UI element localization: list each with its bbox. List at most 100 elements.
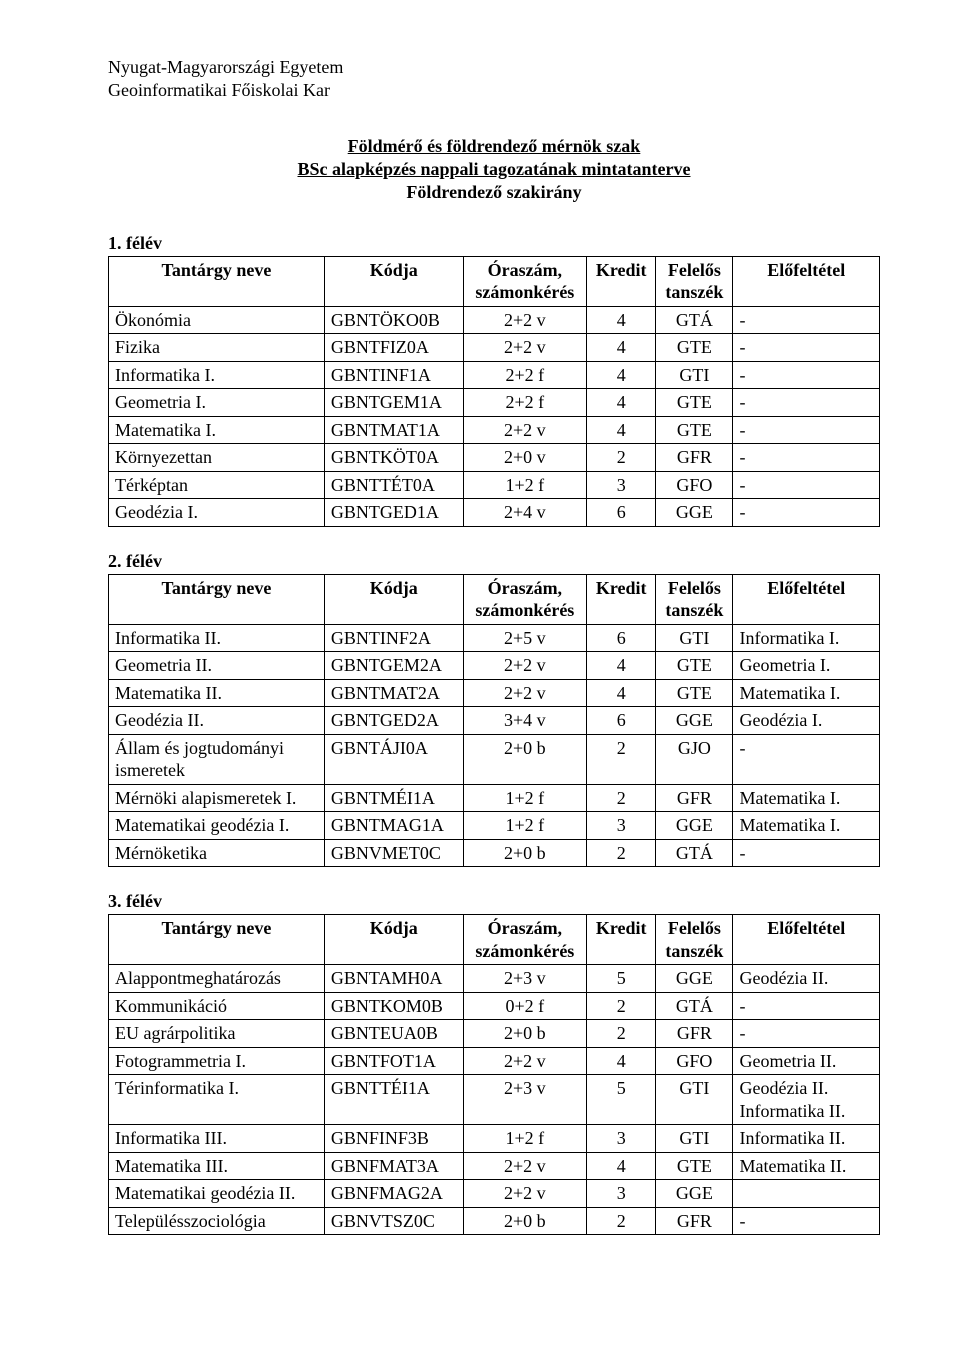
curriculum-table: Tantárgy neveKódjaÓraszám, számonkérésKr… <box>108 914 880 1235</box>
table-cell: 5 <box>587 965 656 993</box>
table-cell: GBNFMAG2A <box>324 1180 463 1208</box>
table-cell: 5 <box>587 1075 656 1125</box>
table-cell: GBNTINF1A <box>324 361 463 389</box>
document-title-block: Földmérő és földrendező mérnök szak BSc … <box>108 135 880 203</box>
table-row: FizikaGBNTFIZ0A2+2 v4GTE- <box>109 334 880 362</box>
table-cell: 2 <box>587 839 656 867</box>
table-cell: 2+4 v <box>463 499 586 527</box>
table-cell: - <box>733 306 880 334</box>
table-cell: GTE <box>656 1152 733 1180</box>
curriculum-table: Tantárgy neveKódjaÓraszám, számonkérésKr… <box>108 574 880 868</box>
table-cell: Geodézia II. <box>733 965 880 993</box>
table-cell: 1+2 f <box>463 471 586 499</box>
table-cell: GBNTFOT1A <box>324 1047 463 1075</box>
table-row: ÖkonómiaGBNTÖKO0B2+2 v4GTÁ- <box>109 306 880 334</box>
table-row: KörnyezettanGBNTKÖT0A2+0 v2GFR- <box>109 444 880 472</box>
table-cell: Fizika <box>109 334 325 362</box>
table-cell: 4 <box>587 1047 656 1075</box>
table-cell: GBNTMÉI1A <box>324 784 463 812</box>
table-header-cell: Kódja <box>324 574 463 624</box>
table-cell: GFR <box>656 444 733 472</box>
table-cell: 2+0 b <box>463 839 586 867</box>
table-row: Állam és jogtudományi ismeretekGBNTÁJI0A… <box>109 734 880 784</box>
table-cell: 4 <box>587 334 656 362</box>
table-row: Geodézia II.GBNTGED2A3+4 v6GGEGeodézia I… <box>109 707 880 735</box>
table-header-cell: Kódja <box>324 915 463 965</box>
table-cell: Fotogrammetria I. <box>109 1047 325 1075</box>
table-header-cell: Óraszám, számonkérés <box>463 256 586 306</box>
table-cell: GBNTÖKO0B <box>324 306 463 334</box>
table-cell: Geometria II. <box>109 652 325 680</box>
table-cell: GBNVMET0C <box>324 839 463 867</box>
table-cell: GBNTFIZ0A <box>324 334 463 362</box>
table-header-cell: Kredit <box>587 256 656 306</box>
table-cell: 2 <box>587 734 656 784</box>
table-cell: GFO <box>656 471 733 499</box>
table-cell: GGE <box>656 812 733 840</box>
table-cell: - <box>733 992 880 1020</box>
table-header-cell: Óraszám, számonkérés <box>463 574 586 624</box>
table-cell: 4 <box>587 679 656 707</box>
table-cell: 1+2 f <box>463 812 586 840</box>
table-cell: 4 <box>587 652 656 680</box>
institution-line-2: Geoinformatikai Főiskolai Kar <box>108 79 880 102</box>
table-cell: GBNTGEM1A <box>324 389 463 417</box>
table-cell: GBNTMAT1A <box>324 416 463 444</box>
table-header-cell: Előfeltétel <box>733 574 880 624</box>
table-cell: Matematika I. <box>733 812 880 840</box>
table-header-cell: Felelős tanszék <box>656 574 733 624</box>
table-cell: Geodézia II. Informatika II. <box>733 1075 880 1125</box>
table-header-cell: Felelős tanszék <box>656 915 733 965</box>
table-cell: Alappontmeghatározás <box>109 965 325 993</box>
table-cell: - <box>733 361 880 389</box>
table-row: Geometria II.GBNTGEM2A2+2 v4GTEGeometria… <box>109 652 880 680</box>
table-cell: Térinformatika I. <box>109 1075 325 1125</box>
table-cell: - <box>733 389 880 417</box>
table-header-cell: Felelős tanszék <box>656 256 733 306</box>
table-cell: Matematika I. <box>733 679 880 707</box>
semester-label: 2. félév <box>108 551 880 572</box>
table-row: Matematikai geodézia II.GBNFMAG2A2+2 v3G… <box>109 1180 880 1208</box>
table-cell: Informatika II. <box>109 624 325 652</box>
table-row: Mérnöki alapismeretek I.GBNTMÉI1A1+2 f2G… <box>109 784 880 812</box>
table-cell: 2+0 b <box>463 1207 586 1235</box>
table-row: Informatika I.GBNTINF1A2+2 f4GTI- <box>109 361 880 389</box>
table-cell: 2 <box>587 1207 656 1235</box>
table-row: Matematika I.GBNTMAT1A2+2 v4GTE- <box>109 416 880 444</box>
table-cell: 3 <box>587 471 656 499</box>
table-cell: GBNTMAT2A <box>324 679 463 707</box>
table-header-cell: Előfeltétel <box>733 256 880 306</box>
table-row: Matematika II.GBNTMAT2A2+2 v4GTEMatemati… <box>109 679 880 707</box>
table-cell: 2+3 v <box>463 965 586 993</box>
semester-label: 3. félév <box>108 891 880 912</box>
table-cell: GTÁ <box>656 992 733 1020</box>
semester-label: 1. félév <box>108 233 880 254</box>
table-row: MérnöketikaGBNVMET0C2+0 b2GTÁ- <box>109 839 880 867</box>
table-row: TérképtanGBNTTÉT0A1+2 f3GFO- <box>109 471 880 499</box>
table-cell: 2+2 f <box>463 361 586 389</box>
table-cell: 3+4 v <box>463 707 586 735</box>
table-cell: Környezettan <box>109 444 325 472</box>
institution-line-1: Nyugat-Magyarországi Egyetem <box>108 56 880 79</box>
table-cell: 3 <box>587 1125 656 1153</box>
table-cell: GGE <box>656 1180 733 1208</box>
table-cell: Matematika II. <box>733 1152 880 1180</box>
table-cell: 2+2 v <box>463 306 586 334</box>
table-header-row: Tantárgy neveKódjaÓraszám, számonkérésKr… <box>109 574 880 624</box>
table-cell: 4 <box>587 1152 656 1180</box>
table-cell: GTE <box>656 679 733 707</box>
table-cell: 2+2 v <box>463 679 586 707</box>
table-row: Informatika III.GBNFINF3B1+2 f3GTIInform… <box>109 1125 880 1153</box>
table-cell: 6 <box>587 707 656 735</box>
table-cell: GTI <box>656 1075 733 1125</box>
table-cell: Geodézia I. <box>733 707 880 735</box>
table-cell: GBNTKÖT0A <box>324 444 463 472</box>
table-row: Informatika II.GBNTINF2A2+5 v6GTIInforma… <box>109 624 880 652</box>
table-cell: GTI <box>656 361 733 389</box>
table-cell: 0+2 f <box>463 992 586 1020</box>
table-header-cell: Tantárgy neve <box>109 574 325 624</box>
table-cell: Kommunikáció <box>109 992 325 1020</box>
table-cell: GBNTEUA0B <box>324 1020 463 1048</box>
table-cell: 2+0 v <box>463 444 586 472</box>
table-cell: GJO <box>656 734 733 784</box>
